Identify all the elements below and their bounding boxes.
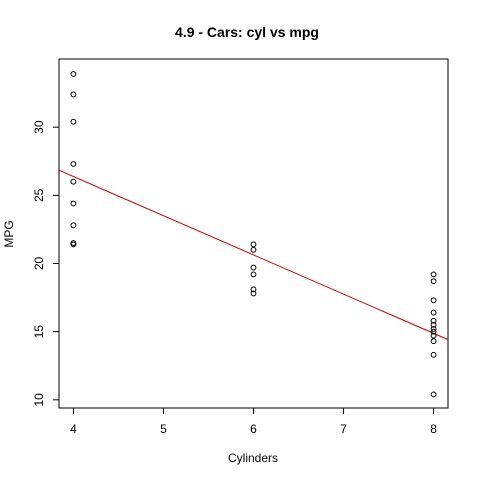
data-point bbox=[430, 321, 437, 328]
regression-line bbox=[59, 169, 448, 341]
data-point bbox=[250, 290, 257, 297]
data-point bbox=[430, 297, 437, 304]
x-axis: 4 5 6 7 8 bbox=[70, 408, 437, 436]
data-point bbox=[70, 91, 77, 98]
data-point bbox=[70, 178, 77, 185]
regression-line-group bbox=[59, 169, 448, 341]
data-point bbox=[430, 332, 437, 339]
data-point bbox=[70, 161, 77, 167]
data-point bbox=[430, 351, 437, 358]
data-point bbox=[250, 241, 257, 248]
y-tick-label: 30 bbox=[32, 120, 46, 134]
data-point bbox=[70, 200, 77, 207]
x-axis-label: Cylinders bbox=[228, 451, 278, 465]
y-tick-label: 25 bbox=[32, 188, 46, 202]
data-point bbox=[430, 309, 437, 316]
data-point bbox=[430, 271, 437, 278]
y-tick-label: 10 bbox=[32, 393, 46, 407]
x-tick-label: 5 bbox=[160, 422, 167, 436]
data-point bbox=[250, 264, 257, 271]
data-point bbox=[250, 271, 257, 278]
x-tick-label: 4 bbox=[70, 422, 77, 436]
y-axis: 10 15 20 25 30 bbox=[32, 120, 59, 407]
data-point bbox=[70, 222, 77, 229]
plot-frame bbox=[58, 58, 449, 409]
data-point bbox=[430, 317, 437, 324]
y-tick-label: 20 bbox=[32, 256, 46, 270]
data-point bbox=[430, 328, 437, 335]
data-point bbox=[430, 278, 437, 285]
data-point bbox=[70, 118, 77, 125]
y-axis-label: MPG bbox=[2, 220, 16, 247]
x-tick-label: 8 bbox=[430, 422, 437, 436]
data-point bbox=[250, 246, 257, 253]
data-point bbox=[70, 241, 77, 248]
x-tick-label: 7 bbox=[340, 422, 347, 436]
data-point bbox=[430, 391, 437, 398]
y-tick-label: 15 bbox=[32, 325, 46, 339]
data-point bbox=[250, 286, 257, 293]
data-point bbox=[430, 326, 437, 332]
data-point bbox=[430, 338, 437, 345]
data-point bbox=[70, 71, 77, 77]
chart-title: 4.9 - Cars: cyl vs mpg bbox=[175, 24, 319, 40]
data-points bbox=[70, 71, 437, 398]
x-tick-label: 6 bbox=[250, 422, 257, 436]
